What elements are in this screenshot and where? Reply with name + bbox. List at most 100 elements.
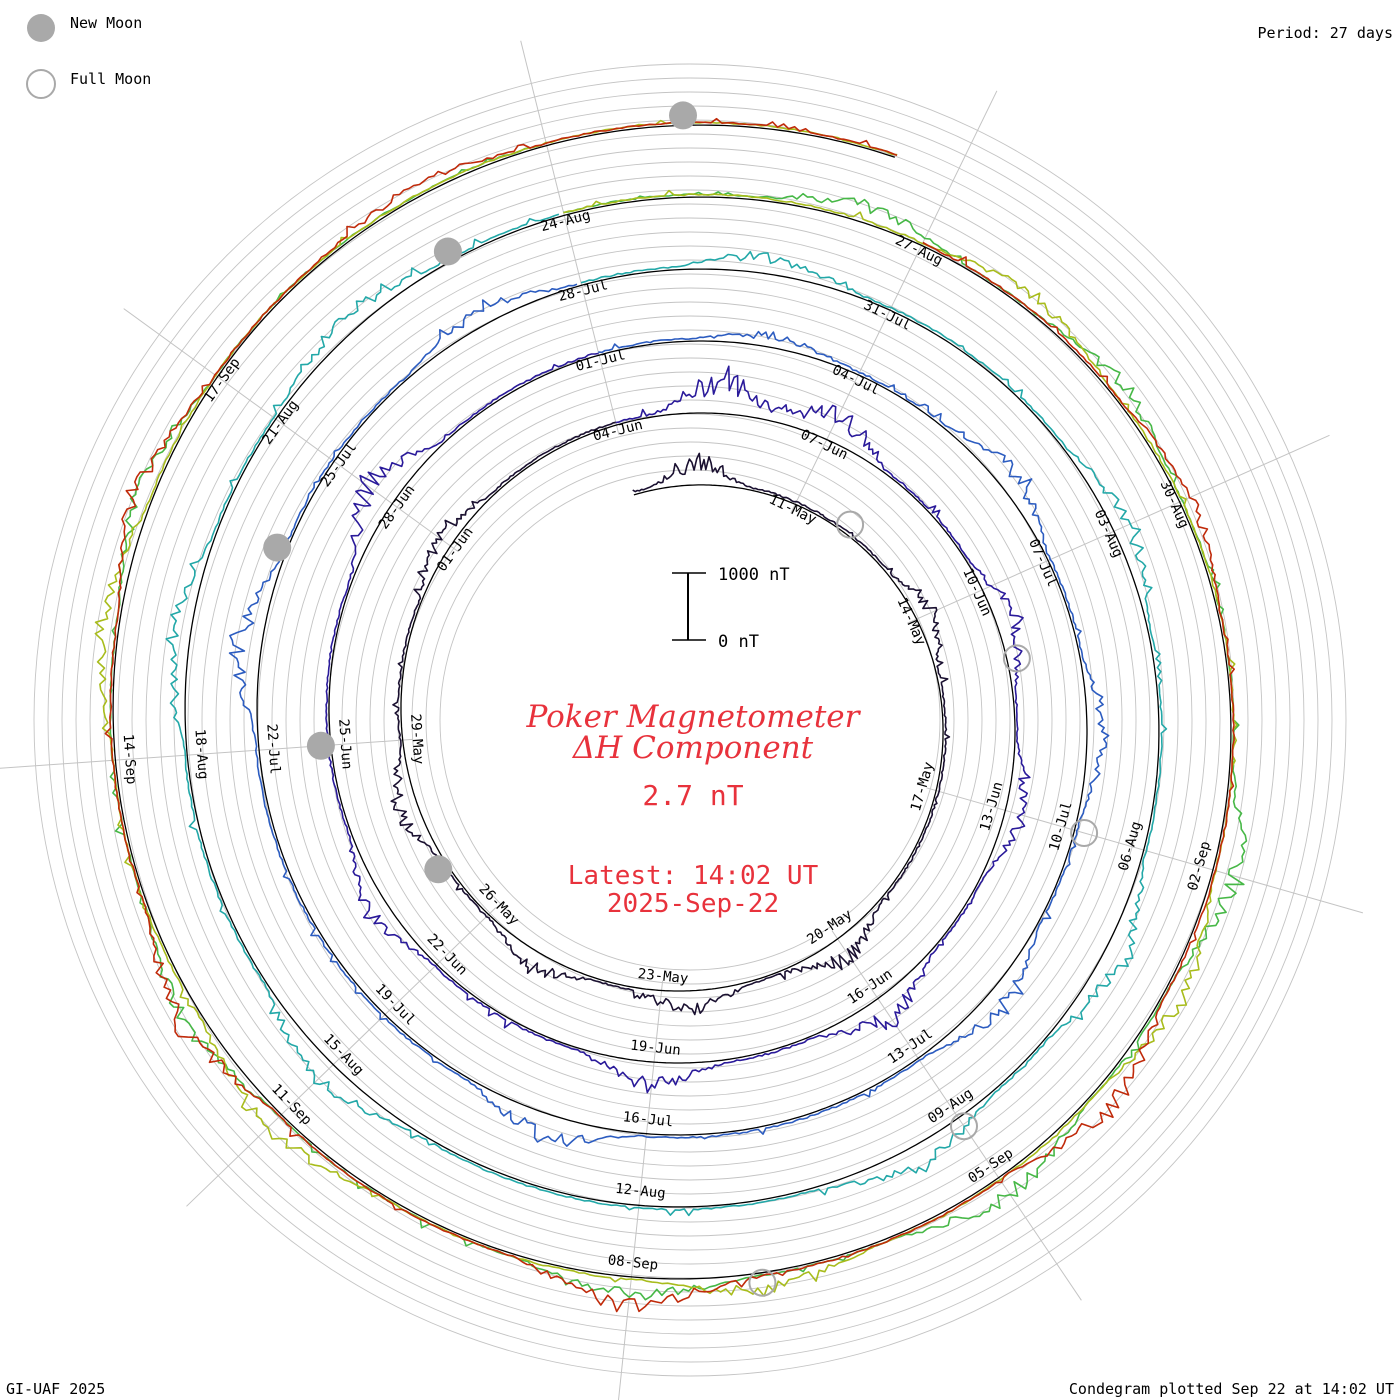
grid-ring xyxy=(201,231,1179,1209)
radial-day-line xyxy=(0,738,413,769)
grid-ring xyxy=(299,329,1081,1111)
grid-ring xyxy=(33,63,1347,1377)
grid-ring xyxy=(187,217,1193,1223)
date-label: 14-May xyxy=(893,595,928,648)
full-moon-legend-label: Full Moon xyxy=(70,70,151,88)
radial-day-line xyxy=(520,40,620,435)
date-label: 23-May xyxy=(637,966,689,987)
date-label: 04-Jul xyxy=(830,362,882,399)
date-label: 06-Aug xyxy=(1116,820,1145,873)
grid-ring xyxy=(243,273,1137,1167)
grid-ring xyxy=(215,245,1165,1195)
grid-rings xyxy=(33,63,1347,1377)
chart-subtitle: ΔH Component xyxy=(572,730,814,766)
grid-ring xyxy=(327,357,1053,1083)
date-label: 07-Jul xyxy=(1025,537,1060,590)
moon-phase-markers xyxy=(263,101,1099,1297)
radial-day-line xyxy=(790,90,998,514)
series-line-1 xyxy=(390,421,951,1016)
date-label: 13-Jun xyxy=(977,780,1006,833)
date-label: 16-Jul xyxy=(622,1109,674,1130)
grid-ring xyxy=(341,371,1039,1069)
date-label: 01-Jul xyxy=(574,347,627,375)
spiral-baseline xyxy=(112,124,1232,1280)
date-label: 11-Sep xyxy=(268,1081,315,1128)
grid-ring xyxy=(313,343,1067,1097)
full-moon-marker xyxy=(1070,819,1099,847)
series-line-3 xyxy=(228,283,1110,1147)
grid-ring xyxy=(117,147,1263,1293)
scale-top-label: 1000 nT xyxy=(718,565,790,585)
date-label: 22-Jun xyxy=(424,931,471,978)
period-label: Period: 27 days xyxy=(1258,24,1393,42)
new-moon-marker xyxy=(424,855,453,884)
scale-bar: 1000 nT 0 nT xyxy=(672,565,790,652)
grid-ring xyxy=(355,385,1025,1055)
radial-day-line xyxy=(907,434,1330,624)
grid-ring xyxy=(131,161,1249,1279)
new-moon-legend-icon xyxy=(27,14,55,42)
new-moon-marker xyxy=(433,237,462,266)
radial-day-line xyxy=(186,907,497,1207)
new-moon-marker xyxy=(669,101,697,130)
scale-bottom-label: 0 nT xyxy=(718,632,759,652)
grid-ring xyxy=(103,133,1277,1307)
date-label: 20-May xyxy=(804,907,855,949)
series-line-4 xyxy=(165,213,1168,1217)
full-moon-marker xyxy=(748,1268,777,1297)
spiral-baselines xyxy=(112,124,1232,1280)
grid-ring xyxy=(369,399,1011,1041)
full-moon-legend-icon xyxy=(26,69,56,99)
date-label: 10-Jun xyxy=(959,566,994,619)
date-label: 29-May xyxy=(407,713,426,765)
grid-ring xyxy=(425,455,955,985)
full-moon-marker xyxy=(836,510,865,539)
radial-day-line xyxy=(618,980,664,1400)
date-label: 17-May xyxy=(908,760,937,813)
new-moon-marker xyxy=(306,731,335,760)
date-label: 19-Jun xyxy=(630,1038,682,1059)
date-label: 08-Sep xyxy=(607,1252,659,1273)
chart-title: Poker Magnetometer xyxy=(526,699,862,735)
date-label: 19-Jul xyxy=(372,981,419,1028)
current-value: 2.7 nT xyxy=(642,779,743,812)
grid-ring xyxy=(61,91,1319,1349)
date-label: 27-Aug xyxy=(893,233,945,270)
date-label: 04-Jun xyxy=(591,417,644,445)
full-moon-marker xyxy=(950,1112,978,1141)
series-line-7 xyxy=(104,117,1235,1313)
grid-ring xyxy=(257,287,1123,1153)
grid-ring xyxy=(383,413,997,1027)
date-label: 28-Jun xyxy=(376,482,419,532)
date-label: 12-Aug xyxy=(614,1181,666,1202)
plotted-label: Condegram plotted Sep 22 at 14:02 UT xyxy=(1069,1380,1394,1398)
date-label: 18-Aug xyxy=(191,728,210,780)
series-line-2 xyxy=(323,352,1031,1094)
date-label: 02-Sep xyxy=(1185,840,1214,893)
grid-ring xyxy=(439,469,941,971)
date-label: 30-Aug xyxy=(1157,478,1192,531)
new-moon-legend-label: New Moon xyxy=(70,14,142,32)
radial-day-line xyxy=(123,308,459,553)
date-label: 15-Aug xyxy=(320,1031,367,1078)
grid-ring xyxy=(229,259,1151,1181)
new-moon-marker xyxy=(263,533,292,562)
date-label: 14-Sep xyxy=(120,733,139,785)
grid-ring xyxy=(173,203,1207,1237)
grid-ring xyxy=(285,315,1095,1125)
date-label: 31-Jul xyxy=(861,297,913,334)
date-label: 11-May xyxy=(766,491,818,528)
credit-label: GI-UAF 2025 xyxy=(6,1380,105,1398)
date-label: 25-Jun xyxy=(335,718,354,770)
grid-ring xyxy=(159,189,1221,1251)
radial-day-lines xyxy=(0,40,1364,1400)
grid-ring xyxy=(411,441,969,999)
full-moon-marker xyxy=(1002,644,1031,673)
date-label: 03-Aug xyxy=(1091,507,1126,560)
data-series-layer xyxy=(94,117,1248,1313)
radial-day-line xyxy=(926,787,1364,914)
date-label: 17-Sep xyxy=(201,355,244,405)
date-label: 22-Jul xyxy=(263,723,282,775)
